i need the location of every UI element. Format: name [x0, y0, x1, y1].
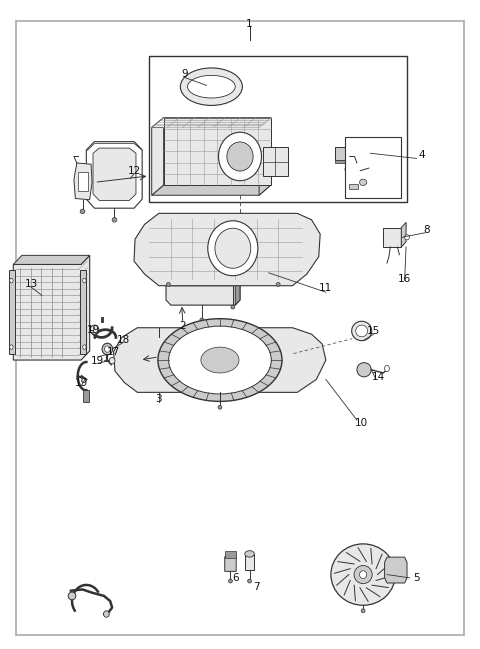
Polygon shape [152, 185, 271, 195]
Text: 7: 7 [253, 582, 260, 592]
Text: 19: 19 [91, 356, 105, 365]
Polygon shape [93, 148, 136, 201]
Ellipse shape [158, 319, 282, 401]
Ellipse shape [331, 544, 396, 606]
Polygon shape [152, 117, 271, 127]
Ellipse shape [345, 165, 355, 173]
Bar [80, 269, 86, 354]
Polygon shape [263, 147, 288, 176]
Ellipse shape [83, 278, 86, 283]
Text: 12: 12 [127, 165, 141, 176]
Ellipse shape [109, 358, 115, 364]
Text: 6: 6 [232, 573, 239, 583]
Text: 17: 17 [107, 347, 120, 358]
Ellipse shape [356, 325, 368, 337]
Ellipse shape [102, 343, 113, 355]
Text: 14: 14 [372, 373, 385, 382]
Polygon shape [259, 117, 271, 195]
Ellipse shape [276, 282, 280, 286]
Ellipse shape [10, 278, 13, 283]
Text: 11: 11 [319, 284, 333, 293]
Ellipse shape [68, 592, 76, 600]
Polygon shape [336, 160, 369, 163]
Ellipse shape [354, 565, 372, 583]
Ellipse shape [228, 579, 232, 583]
Polygon shape [401, 223, 406, 247]
Ellipse shape [231, 305, 235, 309]
Ellipse shape [200, 318, 204, 322]
Bar [225, 551, 236, 558]
Ellipse shape [218, 405, 222, 409]
Ellipse shape [90, 325, 99, 334]
Polygon shape [349, 184, 359, 189]
Bar [345, 137, 401, 199]
Ellipse shape [357, 363, 371, 377]
Ellipse shape [10, 345, 13, 349]
Bar [9, 269, 15, 354]
Ellipse shape [180, 68, 242, 105]
Ellipse shape [112, 217, 117, 222]
Polygon shape [235, 262, 240, 305]
Text: 8: 8 [423, 225, 430, 234]
Polygon shape [164, 117, 271, 185]
Bar [149, 56, 407, 202]
Ellipse shape [361, 609, 365, 613]
Ellipse shape [360, 179, 367, 186]
Polygon shape [86, 141, 142, 150]
Ellipse shape [80, 209, 85, 214]
Ellipse shape [105, 346, 110, 352]
Text: 9: 9 [182, 69, 189, 79]
Ellipse shape [104, 611, 109, 617]
Polygon shape [152, 117, 164, 195]
Ellipse shape [201, 347, 239, 373]
Text: 1: 1 [246, 19, 253, 29]
Ellipse shape [405, 235, 409, 240]
Ellipse shape [227, 142, 253, 171]
Polygon shape [13, 255, 90, 264]
Ellipse shape [218, 132, 262, 180]
Text: 15: 15 [367, 326, 380, 336]
Text: 2: 2 [180, 321, 186, 331]
Polygon shape [114, 328, 326, 393]
Text: 19: 19 [75, 378, 88, 387]
Ellipse shape [245, 551, 254, 557]
Polygon shape [134, 214, 320, 286]
Ellipse shape [384, 365, 389, 372]
Polygon shape [74, 163, 92, 200]
Polygon shape [13, 255, 90, 360]
Ellipse shape [248, 579, 252, 583]
Polygon shape [245, 554, 254, 570]
Text: 13: 13 [24, 279, 37, 289]
Polygon shape [166, 267, 240, 305]
Text: 5: 5 [413, 573, 420, 583]
Ellipse shape [188, 75, 235, 98]
Ellipse shape [360, 570, 367, 578]
Ellipse shape [352, 321, 372, 341]
Polygon shape [384, 557, 407, 583]
Text: 4: 4 [418, 150, 425, 160]
Ellipse shape [83, 345, 86, 349]
Bar [84, 391, 89, 402]
Text: 19: 19 [86, 324, 100, 335]
Ellipse shape [167, 282, 170, 286]
Polygon shape [171, 262, 240, 267]
Text: 3: 3 [156, 394, 162, 404]
Ellipse shape [208, 221, 258, 276]
Text: 16: 16 [398, 275, 411, 284]
Polygon shape [383, 228, 401, 247]
Text: 10: 10 [355, 418, 368, 428]
Polygon shape [336, 147, 369, 160]
Bar [78, 172, 88, 191]
Ellipse shape [215, 228, 251, 268]
Ellipse shape [168, 326, 271, 394]
Polygon shape [225, 554, 236, 571]
Text: 18: 18 [117, 335, 130, 345]
Polygon shape [86, 141, 142, 208]
